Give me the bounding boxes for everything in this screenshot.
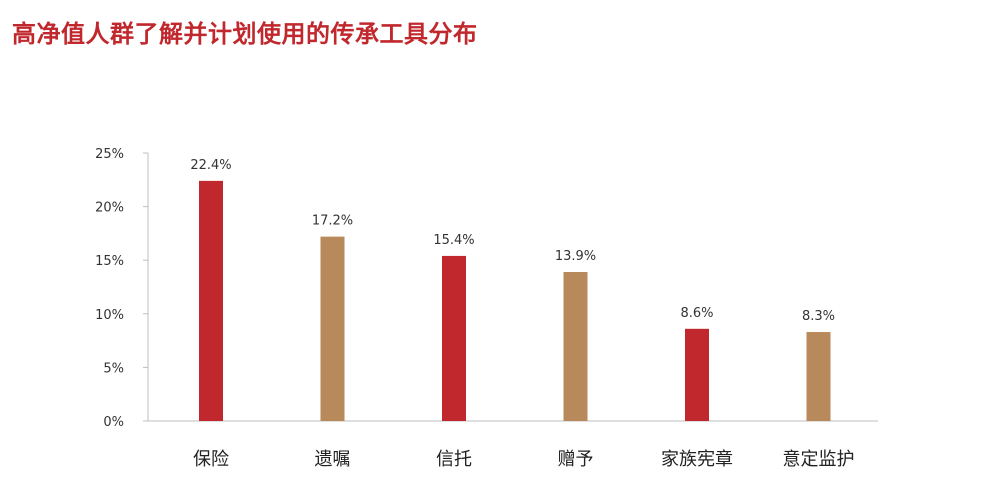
y-tick-label: 15% — [95, 254, 124, 269]
category-label: 意定监护 — [783, 449, 855, 470]
bar-3 — [563, 271, 588, 421]
bar-2 — [442, 255, 466, 421]
category-label: 遗嘱 — [315, 449, 351, 470]
category-label: 信托 — [436, 449, 472, 470]
category-label: 家族宪章 — [661, 449, 733, 470]
data-label: 17.2% — [312, 214, 353, 229]
data-labels: 22.4% 17.2% 15.4% 13.9% 8.6% 8.3% — [190, 158, 835, 324]
y-tick-label: 25% — [95, 147, 124, 162]
bar-5 — [806, 332, 831, 421]
data-label: 8.6% — [680, 306, 713, 321]
data-label: 13.9% — [555, 249, 596, 264]
category-label: 赠予 — [558, 449, 594, 470]
bar-0 — [199, 180, 223, 421]
bar-1 — [320, 236, 345, 421]
bars — [199, 180, 831, 421]
data-label: 22.4% — [190, 158, 231, 173]
data-label: 8.3% — [802, 309, 835, 324]
data-label: 15.4% — [433, 233, 474, 248]
category-labels: 保险 遗嘱 信托 赠予 家族宪章 意定监护 — [193, 449, 855, 470]
y-axis: 0% 5% 10% 15% 20% 25% — [95, 147, 878, 430]
bar-4 — [685, 328, 709, 421]
y-tick-label: 5% — [103, 361, 124, 376]
y-tick-label: 0% — [103, 415, 124, 430]
y-tick-label: 10% — [95, 308, 124, 323]
category-label: 保险 — [193, 449, 229, 470]
chart-title: 高净值人群了解并计划使用的传承工具分布 — [12, 20, 478, 48]
y-tick-label: 20% — [95, 201, 124, 216]
